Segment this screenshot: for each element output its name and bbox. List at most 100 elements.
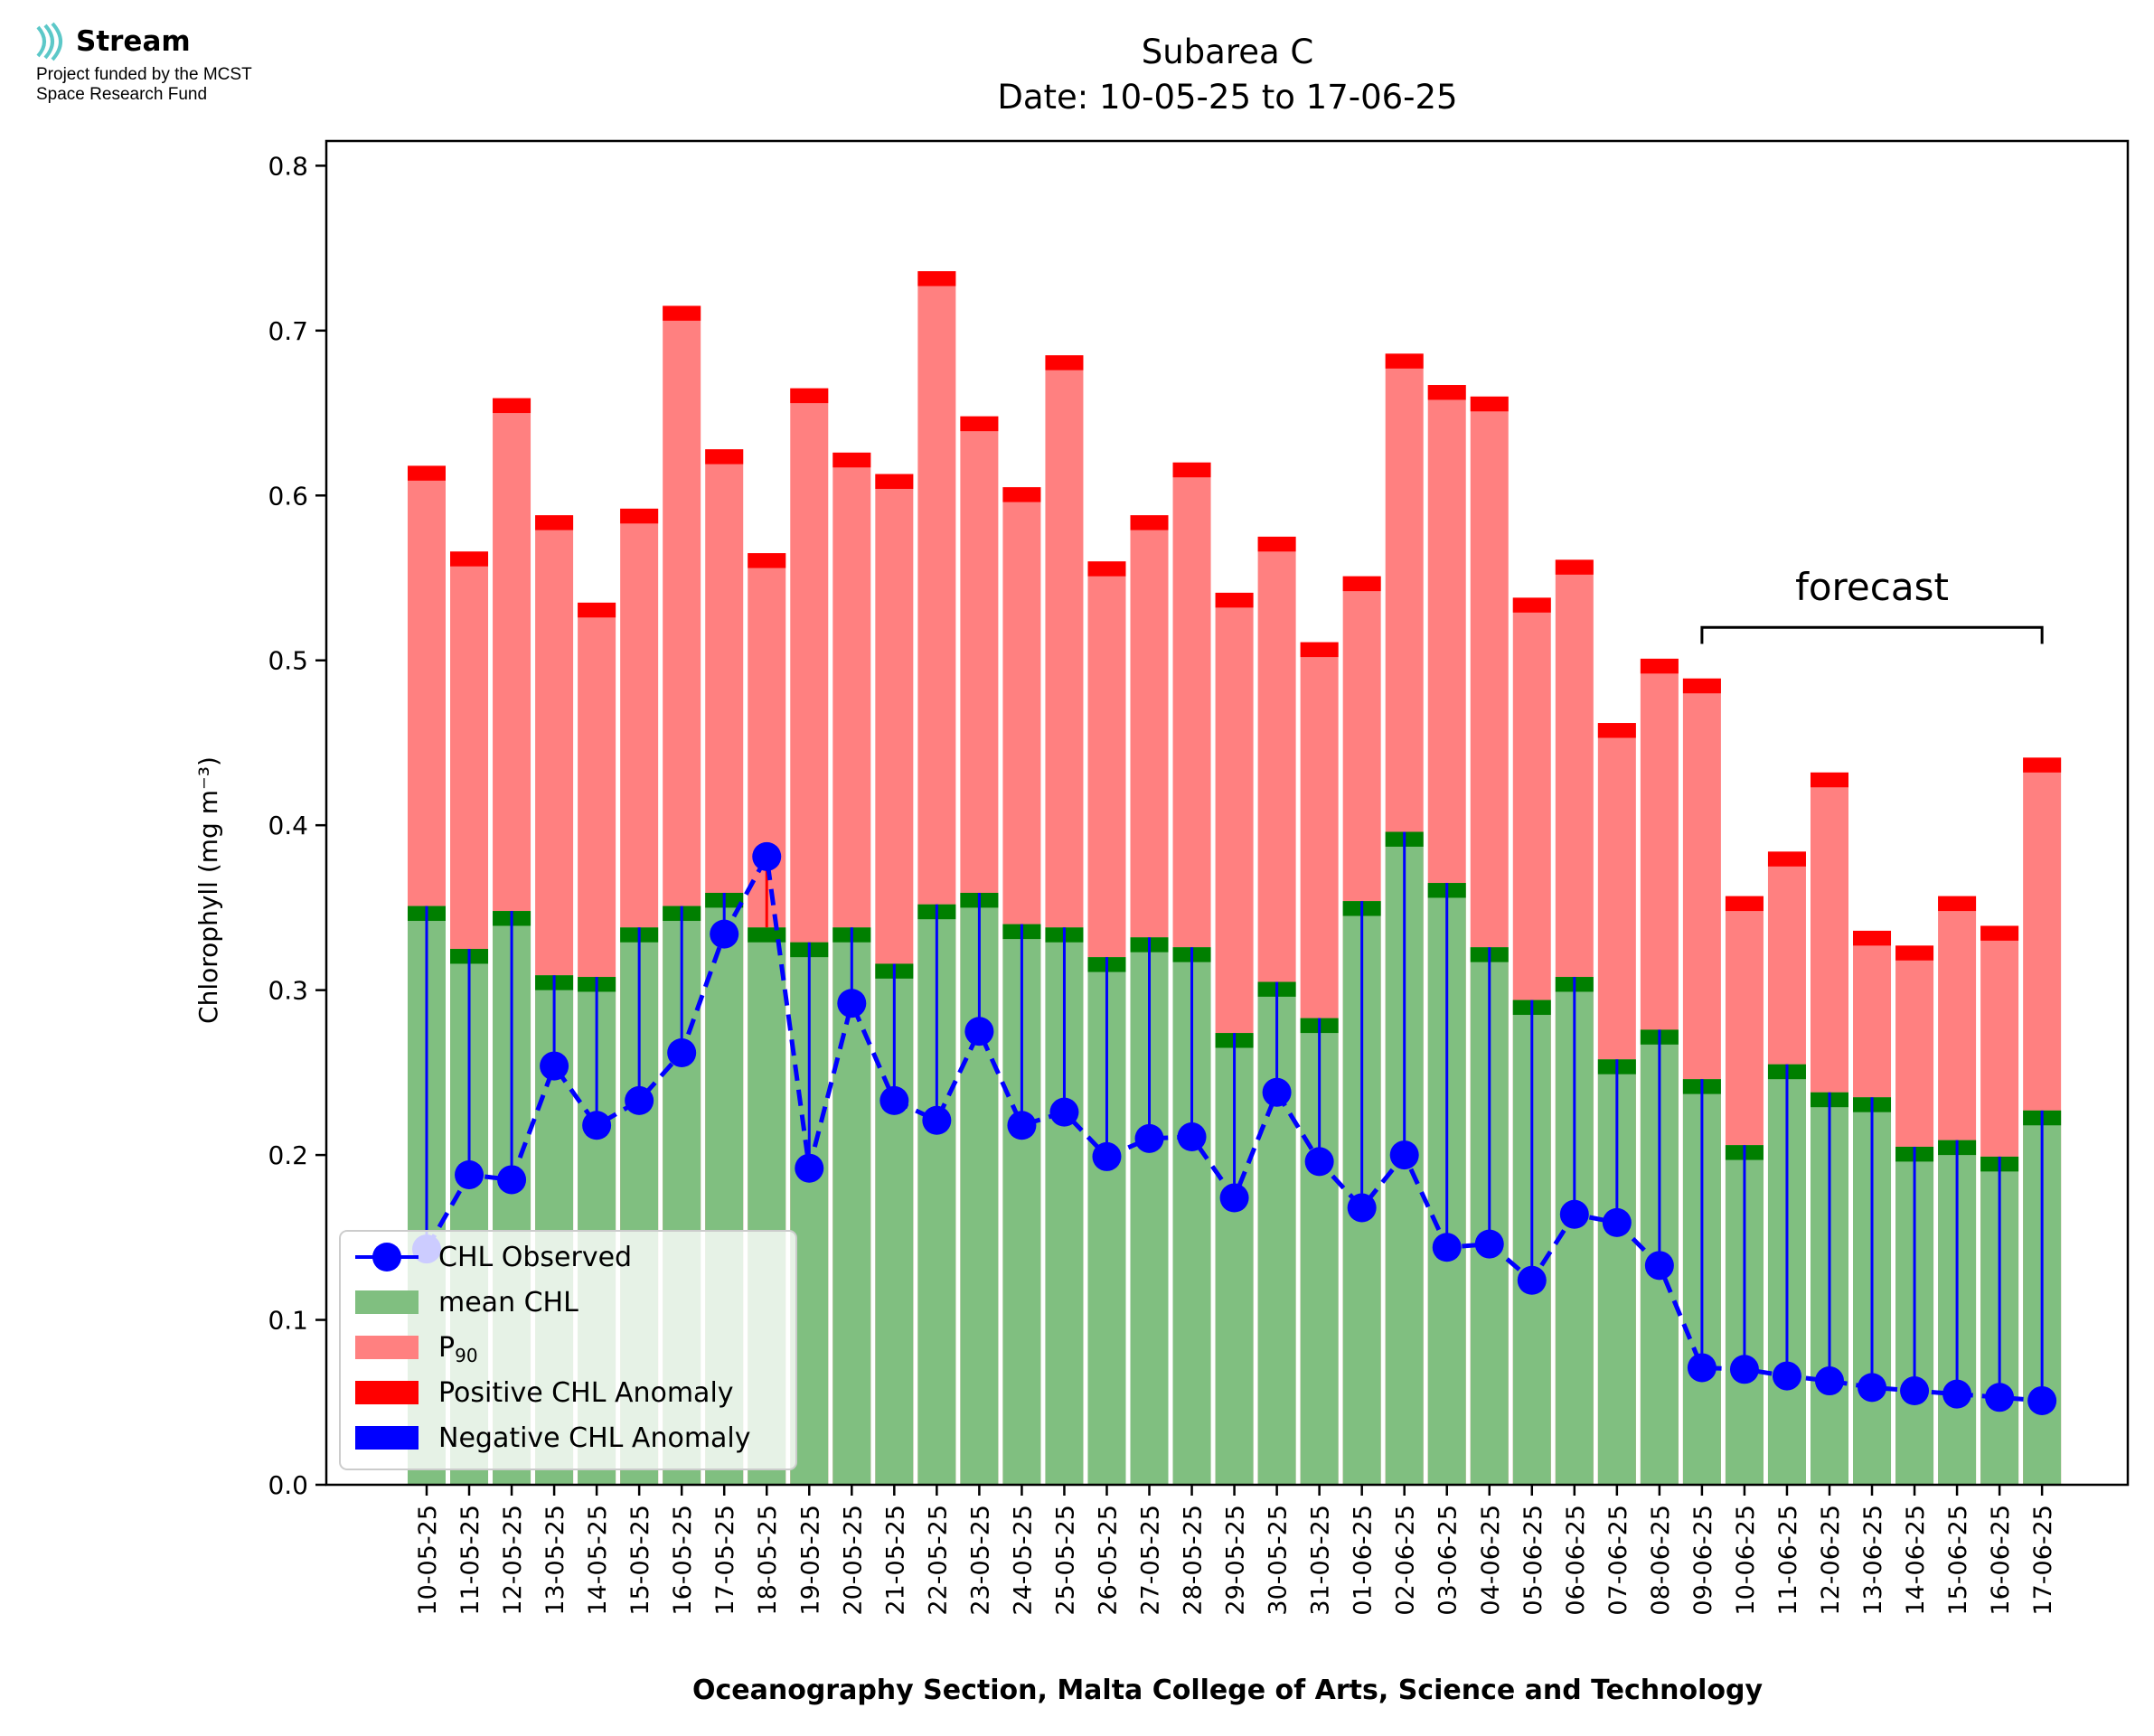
observed-point [582,1111,612,1140]
y-tick-label: 0.4 [268,811,308,840]
y-tick-label: 0.2 [268,1140,308,1170]
p90-cap [1045,355,1084,371]
observed-point [667,1037,697,1067]
y-tick-label: 0.1 [268,1306,308,1336]
x-tick-label: 13-06-25 [1859,1505,1887,1616]
x-axis-label: Oceanography Section, Malta College of A… [692,1675,1764,1706]
y-tick-label: 0.6 [268,481,308,511]
observed-point [1092,1141,1122,1171]
x-tick-label: 09-06-25 [1689,1505,1717,1616]
p90-cap [1725,896,1764,912]
observed-point [1602,1207,1632,1237]
observed-point [1559,1199,1589,1229]
x-tick-label: 21-05-25 [881,1505,909,1616]
x-tick-label: 23-05-25 [966,1505,994,1616]
x-tick-label: 10-06-25 [1732,1505,1760,1616]
p90-cap [493,398,531,414]
p90-cap [450,551,489,567]
observed-point [1517,1265,1547,1295]
x-axis: 10-05-25 11-05-25 12-05-25 13-05-25 14-05-25… [414,1485,2057,1616]
stream-logo: Stream Project funded by the MCST Space … [33,22,358,121]
x-tick-label: 11-05-25 [456,1505,484,1616]
legend-negative-swatch [355,1426,419,1450]
p90-cap [1555,559,1594,575]
p90-cap [1300,642,1339,658]
x-tick-label: 26-05-25 [1094,1505,1122,1616]
p90-cap [790,388,829,404]
observed-point [752,841,782,871]
p90-cap [2023,757,2062,773]
x-tick-label: 13-05-25 [541,1505,569,1616]
observed-point [1474,1229,1504,1259]
observed-point [1644,1251,1674,1281]
y-tick-label: 0.0 [268,1470,308,1500]
x-tick-label: 01-06-25 [1350,1505,1378,1616]
x-tick-label: 12-05-25 [499,1505,527,1616]
p90-cap [1002,487,1041,502]
p90-cap [578,602,616,618]
observed-point [1007,1111,1037,1140]
p90-cap [832,452,871,468]
x-tick-label: 08-06-25 [1647,1505,1675,1616]
logo-name: Stream [76,25,191,58]
p90-cap [1597,723,1636,738]
observed-point [1900,1376,1930,1406]
chart-subtitle: Date: 10-05-25 to 17-06-25 [997,78,1457,117]
legend: CHL Observed mean CHL P90 Positive CHL A… [339,1230,797,1470]
observed-point [1049,1097,1079,1127]
x-tick-label: 24-05-25 [1009,1505,1037,1616]
legend-p90-letter: P [438,1332,455,1364]
funding-line-1: Project funded by the MCST [36,65,252,84]
p90-cap [1470,396,1509,412]
observed-point [710,919,739,949]
p90-cap [1385,353,1424,369]
observed-point [1772,1361,1801,1391]
p90-cap [1980,925,2019,941]
forecast-label: forecast [1795,565,1949,609]
legend-negative-label: Negative CHL Anomaly [438,1422,751,1454]
legend-p90-subscript: 90 [455,1345,477,1366]
legend-p90-swatch [355,1336,419,1359]
x-tick-label: 07-06-25 [1604,1505,1632,1616]
stream-waves-icon [36,22,62,61]
observed-point [922,1105,952,1135]
observed-point [1942,1379,1972,1409]
x-tick-label: 18-05-25 [754,1505,782,1616]
p90-cap [535,515,574,530]
x-tick-label: 20-05-25 [839,1505,867,1616]
y-tick-label: 0.8 [268,151,308,181]
x-tick-label: 14-05-25 [584,1505,612,1616]
x-tick-label: 17-05-25 [711,1505,739,1616]
x-tick-label: 16-06-25 [1987,1505,2015,1616]
observed-point [1304,1147,1334,1177]
observed-point [540,1051,569,1081]
legend-positive-label: Positive CHL Anomaly [438,1377,734,1409]
p90-cap [1130,515,1169,530]
p90-cap [408,465,446,481]
plot-area [408,271,2062,1486]
p90-cap [1087,561,1126,577]
x-tick-label: 06-06-25 [1562,1505,1590,1616]
p90-cap [1853,930,1892,946]
x-tick-label: 25-05-25 [1051,1505,1079,1616]
y-tick-label: 0.5 [268,646,308,676]
x-tick-label: 15-06-25 [1944,1505,1972,1616]
y-axis-label: Chlorophyll (mg m⁻³) [193,756,223,1024]
observed-point [1177,1122,1207,1152]
y-axis: 0.0 0.1 0.2 0.3 0.4 0.5 0.6 0.7 0.8 [268,151,326,1500]
x-tick-label: 16-05-25 [669,1505,697,1616]
plot-frame [325,139,2130,1487]
p90-cap [1640,658,1679,674]
observed-point [1347,1193,1377,1223]
p90-cap [1215,592,1254,608]
funding-line-2: Space Research Fund [36,85,208,104]
p90-cap [1427,385,1466,400]
x-tick-label: 17-06-25 [2029,1505,2057,1616]
x-tick-label: 05-06-25 [1519,1505,1547,1616]
p90-cap [1682,678,1721,694]
legend-observed-label: CHL Observed [438,1242,632,1273]
observed-point [964,1017,994,1046]
observed-point [1262,1077,1292,1107]
legend-box [339,1230,797,1470]
p90-cap [1895,945,1934,961]
